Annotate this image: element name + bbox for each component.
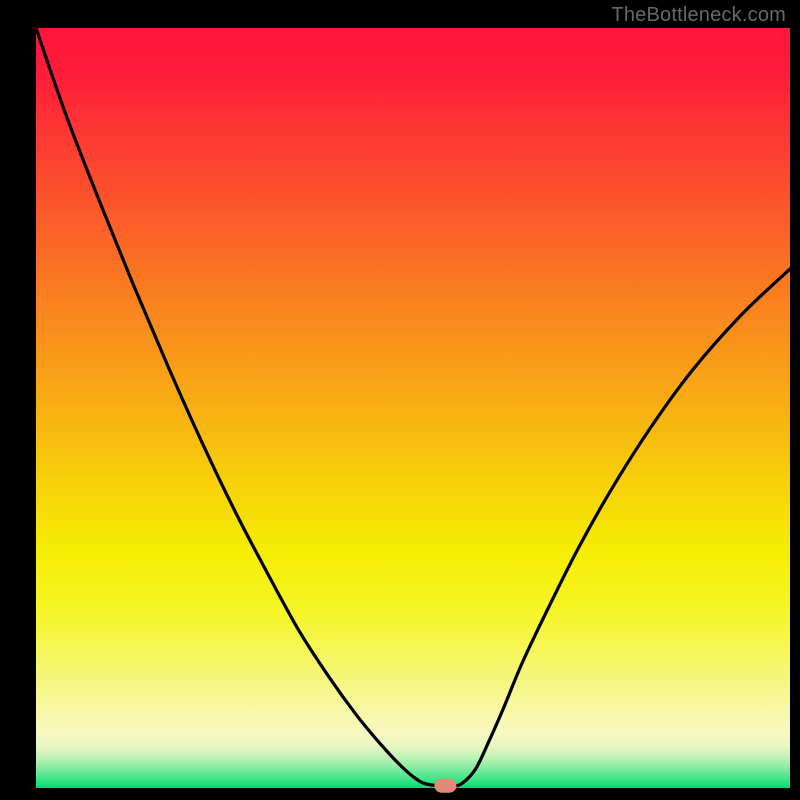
watermark-text: TheBottleneck.com bbox=[611, 4, 786, 27]
bottleneck-chart bbox=[0, 0, 800, 800]
optimal-marker bbox=[434, 779, 456, 793]
chart-container: TheBottleneck.com bbox=[0, 0, 800, 800]
plot-background bbox=[36, 28, 790, 788]
